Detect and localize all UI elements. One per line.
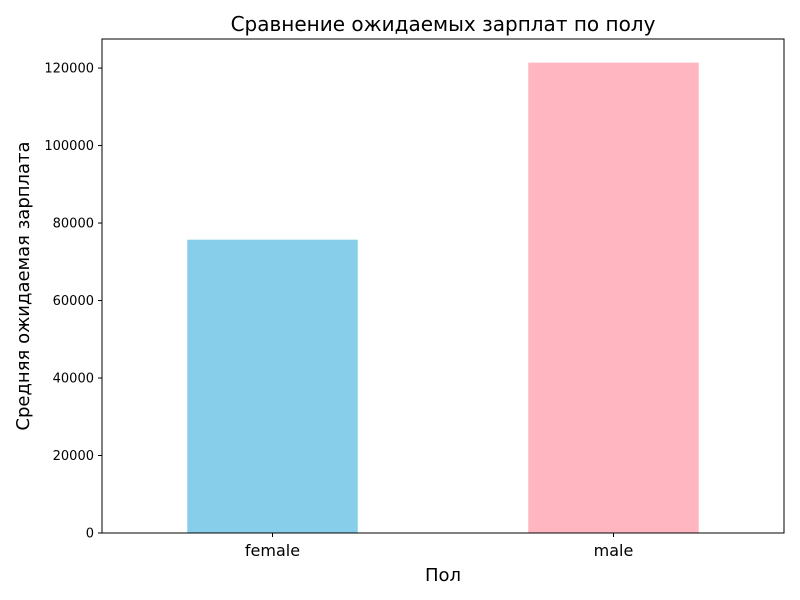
bars-group bbox=[187, 62, 699, 534]
y-tick-label: 60000 bbox=[53, 294, 94, 309]
y-axis-label: Средняя ожидаемая зарплата bbox=[13, 141, 34, 430]
y-tick-label: 80000 bbox=[53, 217, 94, 232]
y-tick-label: 120000 bbox=[44, 62, 94, 77]
y-axis-ticks: 0 20000 40000 60000 80000 100000 120000 bbox=[44, 62, 102, 542]
bar-male bbox=[528, 62, 699, 533]
x-tick-label: male bbox=[594, 541, 634, 560]
y-tick-label: 100000 bbox=[44, 139, 94, 154]
x-axis-label: Пол bbox=[425, 565, 461, 586]
x-axis-ticks: female male bbox=[245, 533, 633, 560]
x-tick-label: female bbox=[245, 541, 300, 560]
y-tick-label: 40000 bbox=[53, 372, 94, 387]
y-tick-label: 20000 bbox=[53, 449, 94, 464]
plot-frame bbox=[101, 38, 785, 534]
y-tick-label: 0 bbox=[86, 527, 94, 542]
chart-title: Сравнение ожидаемых зарплат по полу bbox=[231, 12, 656, 36]
bar-female bbox=[187, 239, 358, 534]
